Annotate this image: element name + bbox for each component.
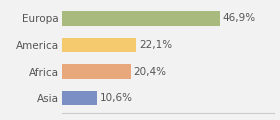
Text: 10,6%: 10,6% (100, 93, 133, 103)
Bar (62, 11, 220, 26)
Bar (62, 38, 136, 52)
Text: 22,1%: 22,1% (139, 40, 172, 50)
Text: 20,4%: 20,4% (133, 66, 166, 77)
Text: 46,9%: 46,9% (223, 13, 256, 23)
Bar (62, 91, 97, 105)
Bar (62, 64, 130, 79)
